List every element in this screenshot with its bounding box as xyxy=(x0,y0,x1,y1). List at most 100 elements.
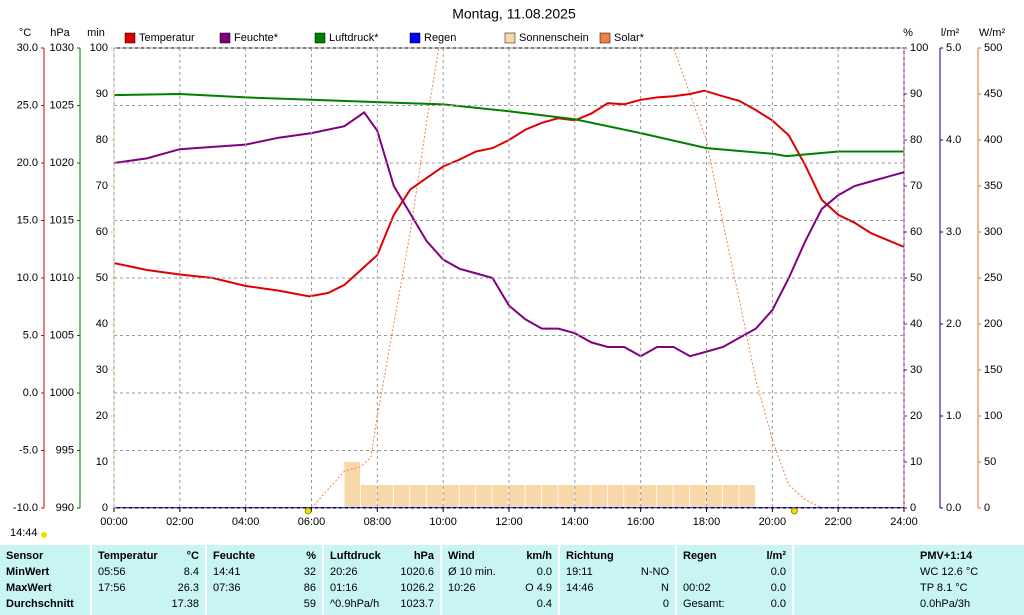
y-tick-label: 25.0 xyxy=(17,99,38,111)
y-tick-label: 90 xyxy=(96,88,108,100)
sunshine-bar xyxy=(690,485,706,508)
sunshine-bar xyxy=(541,485,558,508)
sunshine-bar xyxy=(443,485,459,508)
table-cell: WC 12.6 °C xyxy=(920,566,978,578)
y-tick-label: 250 xyxy=(984,272,1002,284)
y-tick-label: 30 xyxy=(910,364,922,376)
plot-area xyxy=(114,48,904,508)
table-cell: Temperatur xyxy=(98,550,158,562)
y-tick-label: 100 xyxy=(90,42,108,54)
y-tick-label: 1025 xyxy=(50,99,74,111)
legend-swatch xyxy=(409,32,421,44)
y-tick-label: 1.0 xyxy=(946,410,961,422)
x-tick-label: 02:00 xyxy=(166,516,194,528)
table-cell: PMV+1:14 xyxy=(920,550,973,562)
sunshine-bar xyxy=(360,485,377,508)
y-tick-label: 30.0 xyxy=(17,42,38,54)
y-tick-label: 20 xyxy=(96,410,108,422)
table-cell: 32 xyxy=(304,566,316,578)
y-tick-label: 500 xyxy=(984,42,1002,54)
table-cell: 20:26 xyxy=(330,566,358,578)
y-tick-label: 70 xyxy=(96,180,108,192)
table-cell: Luftdruck xyxy=(330,550,382,562)
table-cell: Gesamt: xyxy=(683,598,725,610)
legend-swatch xyxy=(314,32,326,44)
legend-swatch xyxy=(504,32,516,44)
sunshine-bar xyxy=(492,485,509,508)
axis-unit: hPa xyxy=(50,27,70,39)
y-tick-label: 50 xyxy=(96,272,108,284)
table-cell: Sensor xyxy=(6,550,44,562)
y-tick-label: -5.0 xyxy=(19,444,38,456)
time-marker xyxy=(41,532,47,538)
sunshine-bar xyxy=(722,485,739,508)
table-column xyxy=(207,545,322,615)
x-tick-label: 14:00 xyxy=(561,516,589,528)
y-tick-label: 1015 xyxy=(50,214,74,226)
y-tick-label: 50 xyxy=(910,272,922,284)
y-tick-label: 0.0 xyxy=(946,502,961,514)
x-tick-label: 18:00 xyxy=(693,516,721,528)
table-cell: ^0.9hPa/h xyxy=(330,598,379,610)
sunshine-bar xyxy=(706,485,723,508)
sunshine-bar xyxy=(377,485,393,508)
x-tick-label: 10:00 xyxy=(429,516,457,528)
sunshine-bar xyxy=(558,485,575,508)
y-tick-label: 20 xyxy=(910,410,922,422)
table-cell: 05:56 xyxy=(98,566,126,578)
table-column xyxy=(442,545,558,615)
x-tick-label: 04:00 xyxy=(232,516,260,528)
legend-label: Luftdruck* xyxy=(329,32,379,44)
table-cell: 14:41 xyxy=(213,566,241,578)
y-tick-label: 30 xyxy=(96,364,108,376)
table-cell: Richtung xyxy=(566,550,614,562)
table-cell: 19:11 xyxy=(566,566,593,578)
y-tick-label: 60 xyxy=(96,226,108,238)
table-cell: 1020.6 xyxy=(400,566,434,578)
y-tick-label: 200 xyxy=(984,318,1002,330)
y-tick-label: 40 xyxy=(910,318,922,330)
y-tick-label: 4.0 xyxy=(946,134,961,146)
table-cell: MaxWert xyxy=(6,582,52,594)
y-tick-label: 100 xyxy=(910,42,928,54)
axis-unit: W/m² xyxy=(979,27,1006,39)
y-tick-label: 450 xyxy=(984,88,1002,100)
sunshine-bar xyxy=(344,462,361,508)
legend-label: Sonnenschein xyxy=(519,32,589,44)
x-tick-label: 00:00 xyxy=(100,516,128,528)
table-cell: 26.3 xyxy=(178,582,199,594)
axis-unit: l/m² xyxy=(941,27,960,39)
axis-unit: min xyxy=(87,27,105,39)
y-tick-label: 1030 xyxy=(50,42,74,54)
y-tick-label: -10.0 xyxy=(13,502,38,514)
table-cell: N xyxy=(661,582,669,594)
y-tick-label: 10 xyxy=(96,456,108,468)
table-cell: Feuchte xyxy=(213,550,255,562)
x-tick-label: 24:00 xyxy=(890,516,918,528)
table-cell: % xyxy=(306,550,316,562)
sunshine-bar xyxy=(426,485,443,508)
y-tick-label: 1000 xyxy=(50,387,74,399)
x-tick-label: 22:00 xyxy=(824,516,852,528)
table-cell: 0 xyxy=(663,598,669,610)
x-tick-label: 12:00 xyxy=(495,516,523,528)
y-tick-label: 60 xyxy=(910,226,922,238)
y-tick-label: 2.0 xyxy=(946,318,961,330)
table-cell: 0.0hPa/3h xyxy=(920,598,970,610)
sunshine-bar xyxy=(410,485,426,508)
table-cell: 0.0 xyxy=(537,566,552,578)
table-cell: N-NO xyxy=(641,566,670,578)
y-tick-label: 20.0 xyxy=(17,157,38,169)
table-cell: 07:36 xyxy=(213,582,241,594)
sun-marker xyxy=(790,507,798,515)
legend-swatch xyxy=(599,32,611,44)
table-cell: 0.0 xyxy=(771,566,786,578)
y-tick-label: 0 xyxy=(910,502,916,514)
table-cell: km/h xyxy=(526,550,552,562)
legend-swatch xyxy=(124,32,136,44)
table-cell: TP 8.1 °C xyxy=(920,582,968,594)
table-cell: 17:56 xyxy=(98,582,126,594)
y-tick-label: 70 xyxy=(910,180,922,192)
sunshine-bar xyxy=(624,485,640,508)
